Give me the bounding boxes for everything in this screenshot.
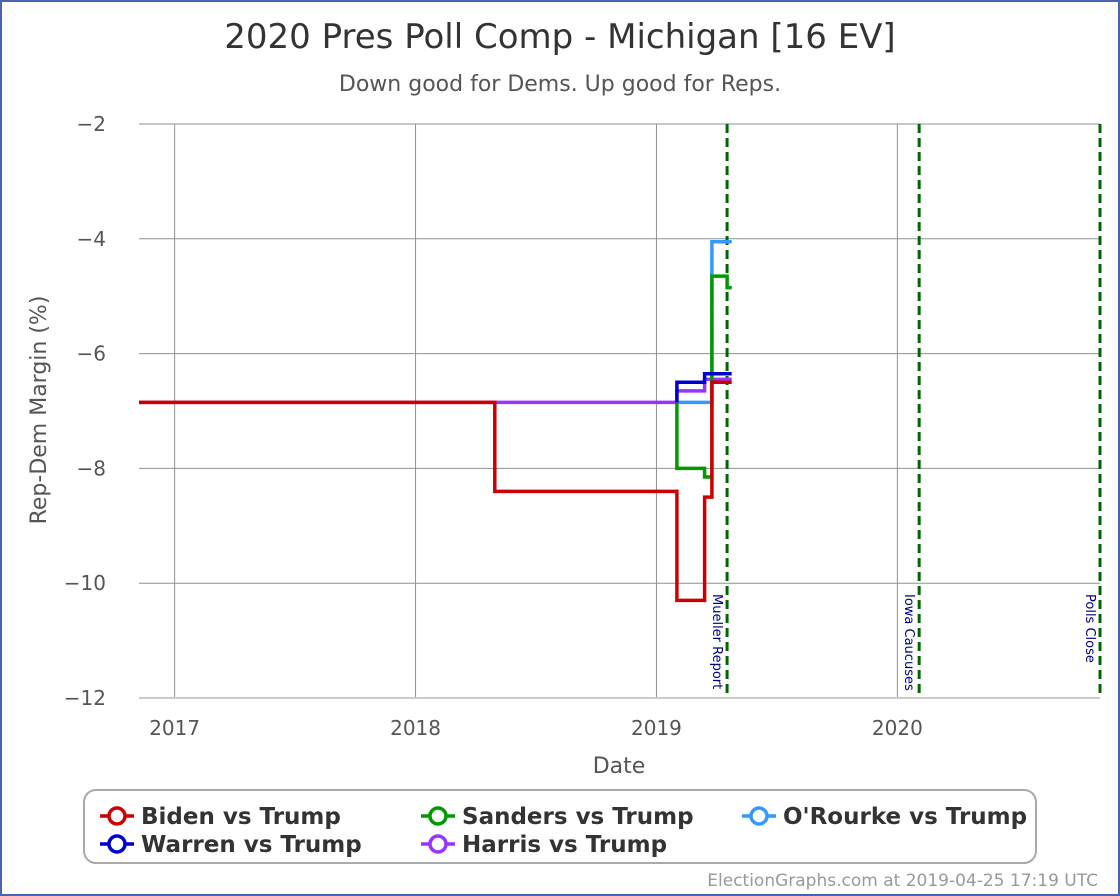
legend: Biden vs Trump Sanders vs Trump O'Rourke v…: [100, 804, 1027, 858]
series-line-3: [675, 371, 732, 403]
chart-subtitle: Down good for Dems. Up good for Reps.: [339, 72, 781, 97]
x-axis-ticks: 2017 2018 2019 2020: [149, 716, 923, 740]
y-tick-label-3: −8: [77, 456, 106, 480]
y-tick-label-4: −10: [64, 571, 106, 595]
event-label-0: Mueller Report: [709, 594, 724, 689]
series-line-0: [139, 377, 732, 405]
x-tick-label-3: 2020: [872, 716, 923, 740]
legend-swatch-marker: [428, 806, 448, 826]
y-axis-ticks: −2 −4 −6 −8 −10 −12: [64, 112, 106, 710]
y-tick-label-5: −12: [64, 686, 106, 710]
event-label-2: Polls Close: [1082, 594, 1097, 663]
series-lines: [139, 239, 732, 603]
y-axis-title: Rep-Dem Margin (%): [27, 296, 52, 525]
x-tick-label-2: 2019: [631, 716, 682, 740]
legend-item-1: Sanders vs Trump: [421, 804, 694, 830]
legend-item-0: Biden vs Trump: [100, 804, 341, 830]
y-tick-label-0: −2: [77, 112, 106, 136]
chart-title: 2020 Pres Poll Comp - Michigan [16 EV]: [224, 17, 895, 57]
legend-item-3: Warren vs Trump: [100, 832, 362, 858]
legend-swatch-marker: [749, 806, 769, 826]
legend-item-2: O'Rourke vs Trump: [742, 804, 1027, 830]
legend-box: [83, 789, 1037, 864]
legend-swatch-marker: [107, 834, 127, 854]
legend-label: Sanders vs Trump: [462, 804, 694, 830]
legend-swatch-marker: [428, 834, 448, 854]
legend-item-4: Harris vs Trump: [421, 832, 667, 858]
plot-grid: [139, 123, 1100, 699]
event-label-1: Iowa Caucuses: [901, 594, 916, 691]
legend-label: Warren vs Trump: [141, 832, 362, 858]
x-axis-title: Date: [593, 754, 646, 779]
legend-label: Biden vs Trump: [141, 804, 341, 830]
event-lines: Mueller Report Iowa Caucuses Polls Close: [709, 124, 1102, 698]
y-tick-label-1: −4: [77, 227, 106, 251]
legend-swatch-marker: [107, 806, 127, 826]
x-tick-label-1: 2018: [390, 716, 441, 740]
legend-label: O'Rourke vs Trump: [783, 804, 1027, 830]
credit-text: ElectionGraphs.com at 2019-04-25 17:19 U…: [707, 871, 1098, 891]
y-tick-label-2: −6: [77, 342, 106, 366]
series-line-4: [139, 380, 732, 603]
x-tick-label-0: 2017: [149, 716, 200, 740]
legend-label: Harris vs Trump: [462, 832, 667, 858]
